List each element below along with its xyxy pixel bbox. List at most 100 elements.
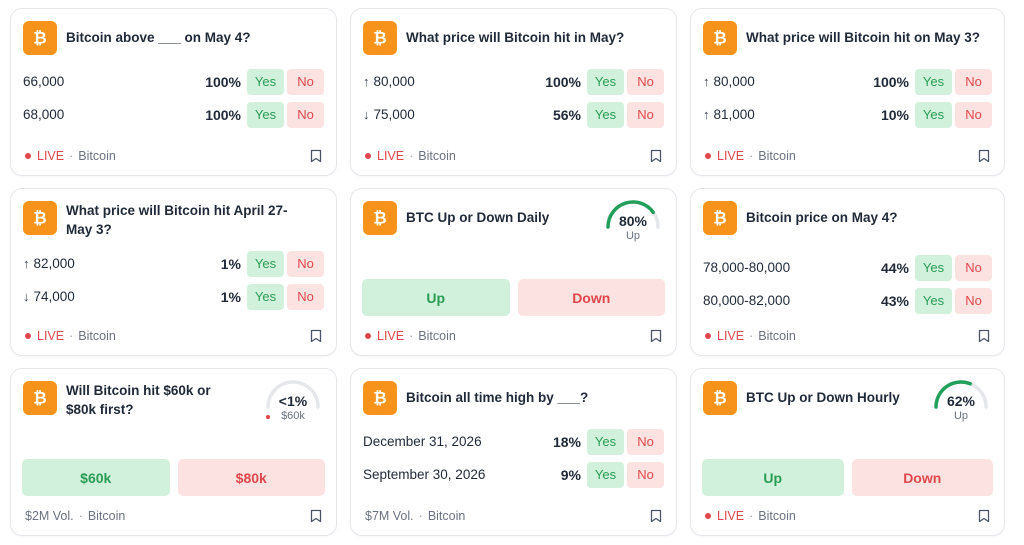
outcome-buttons: $60k $80k [22,459,325,496]
yes-button[interactable]: Yes [915,101,952,128]
market-card[interactable]: ₿ What price will Bitcoin hit in May? ↑ 8… [350,8,677,176]
bookmark-icon[interactable] [650,509,662,523]
outcome-label: 66,000 [23,74,65,89]
yes-button[interactable]: Yes [247,250,284,277]
down-button[interactable]: Down [851,459,993,496]
no-button[interactable]: No [287,101,324,128]
category-label[interactable]: Bitcoin [418,329,456,343]
bitcoin-icon: ₿ [703,381,737,415]
footer-separator: · [78,509,83,523]
bookmark-icon[interactable] [978,149,990,163]
60k-button[interactable]: $60k [22,459,170,496]
market-card[interactable]: ₿ BTC Up or Down Hourly 62% Up Up Down L… [690,368,1005,536]
live-dot-icon [365,333,371,339]
category-label[interactable]: Bitcoin [427,509,466,523]
yes-button[interactable]: Yes [587,68,624,95]
no-button[interactable]: No [287,283,324,310]
card-title[interactable]: Bitcoin price on May 4? [746,210,898,225]
outcome-row: ↓ 74,000 1% Yes No [23,280,324,313]
bookmark-icon[interactable] [650,149,662,163]
arrow-up-icon: ↑ [703,107,710,122]
bookmark-icon[interactable] [978,329,990,343]
market-card[interactable]: ₿ BTC Up or Down Daily 80% Up Up Down LI… [350,188,677,356]
card-title[interactable]: What price will Bitcoin hit on May 3? [746,30,981,45]
footer-separator: · [69,329,74,343]
outcome-row: 78,000-80,000 44% Yes No [703,251,992,284]
80k-button[interactable]: $80k [177,459,325,496]
category-label[interactable]: Bitcoin [418,149,456,163]
down-button[interactable]: Down [517,279,665,316]
yes-button[interactable]: Yes [915,254,952,281]
outcome-probability: 44% [880,259,909,276]
outcome-label: December 31, 2026 [363,434,482,449]
live-status: LIVE [37,149,65,163]
card-title[interactable]: BTC Up or Down Daily [406,210,550,225]
yes-button[interactable]: Yes [247,101,284,128]
no-button[interactable]: No [955,68,992,95]
no-button[interactable]: No [627,101,664,128]
live-status: LIVE [717,149,745,163]
up-button[interactable]: Up [702,459,844,496]
bookmark-icon[interactable] [650,329,662,343]
category-label[interactable]: Bitcoin [758,509,796,523]
no-button[interactable]: No [287,250,324,277]
outcome-row: ↓ 75,000 56% Yes No [363,98,664,131]
bookmark-icon[interactable] [310,509,322,523]
no-button[interactable]: No [287,68,324,95]
up-button[interactable]: Up [362,279,510,316]
bookmark-icon[interactable] [978,509,990,523]
svg-text:₿: ₿ [33,209,46,228]
card-title[interactable]: Will Bitcoin hit $60k or $80k first? [66,383,211,417]
card-header: ₿ Bitcoin above ___ on May 4? [23,21,324,55]
no-button[interactable]: No [955,101,992,128]
market-card[interactable]: ₿ Bitcoin above ___ on May 4? 66,000 100… [10,8,337,176]
yes-button[interactable]: Yes [915,68,952,95]
no-button[interactable]: No [955,254,992,281]
up-down-buttons: Up Down [362,279,665,316]
svg-text:₿: ₿ [33,389,46,408]
category-label[interactable]: Bitcoin [87,509,126,523]
card-title[interactable]: What price will Bitcoin hit April 27- Ma… [66,203,288,237]
gauge-arc [934,380,972,409]
footer-separator: · [69,149,74,163]
no-button[interactable]: No [627,68,664,95]
no-button[interactable]: No [627,461,664,488]
yes-button[interactable]: Yes [247,68,284,95]
card-title[interactable]: BTC Up or Down Hourly [746,390,900,405]
no-button[interactable]: No [955,287,992,314]
probability-gauge: 80% Up [602,197,664,247]
card-title[interactable]: Bitcoin above ___ on May 4? [66,30,251,45]
bookmark-icon[interactable] [310,329,322,343]
bitcoin-icon: ₿ [23,201,57,235]
arrow-up-icon: ↑ [703,74,710,89]
footer-separator: · [749,509,754,523]
category-label[interactable]: Bitcoin [758,329,796,343]
live-status: LIVE [377,329,405,343]
market-card[interactable]: ₿ Bitcoin price on May 4? 78,000-80,000 … [690,188,1005,356]
category-label[interactable]: Bitcoin [758,149,796,163]
card-header: ₿ BTC Up or Down Hourly [703,381,992,415]
category-label[interactable]: Bitcoin [78,149,116,163]
card-footer: LIVE · Bitcoin [25,329,322,343]
bookmark-icon[interactable] [310,149,322,163]
card-title[interactable]: What price will Bitcoin hit in May? [406,30,625,45]
outcome-list: ↑ 80,000 100% Yes No ↑ 81,000 10% Yes No [703,65,992,131]
yes-button[interactable]: Yes [587,461,624,488]
yes-button[interactable]: Yes [915,287,952,314]
market-card[interactable]: ₿ Will Bitcoin hit $60k or $80k first? <… [10,368,337,536]
market-card[interactable]: ₿ What price will Bitcoin hit on May 3? … [690,8,1005,176]
market-card[interactable]: ₿ What price will Bitcoin hit April 27- … [10,188,337,356]
yes-button[interactable]: Yes [587,428,624,455]
card-title[interactable]: Bitcoin all time high by ___? [406,390,589,405]
outcome-row: 68,000 100% Yes No [23,98,324,131]
live-status: LIVE [377,149,405,163]
no-button[interactable]: No [627,428,664,455]
yes-button[interactable]: Yes [587,101,624,128]
market-card[interactable]: ₿ Bitcoin all time high by ___? December… [350,368,677,536]
outcome-label: ↓ 74,000 [23,289,75,304]
card-header: ₿ Bitcoin all time high by ___? [363,381,664,415]
outcome-list: December 31, 2026 18% Yes No September 3… [363,425,664,491]
yes-button[interactable]: Yes [247,283,284,310]
category-label[interactable]: Bitcoin [78,329,116,343]
footer-separator: · [409,329,414,343]
